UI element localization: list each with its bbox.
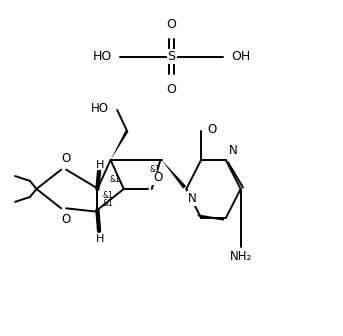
Text: OH: OH — [231, 50, 250, 63]
Text: O: O — [61, 213, 71, 226]
Text: O: O — [153, 171, 163, 184]
Text: H: H — [96, 160, 104, 170]
Text: &1: &1 — [102, 199, 113, 208]
Text: HO: HO — [93, 50, 112, 63]
Text: N: N — [188, 192, 197, 205]
Text: O: O — [167, 18, 176, 31]
Text: HO: HO — [91, 102, 109, 115]
Polygon shape — [162, 160, 186, 188]
Text: O: O — [167, 83, 176, 95]
Polygon shape — [110, 130, 129, 160]
Text: O: O — [61, 152, 71, 165]
Text: &1: &1 — [149, 165, 160, 174]
Text: &1: &1 — [110, 175, 120, 184]
Text: H: H — [96, 234, 104, 244]
Text: NH₂: NH₂ — [229, 250, 252, 263]
Text: S: S — [167, 50, 176, 63]
Text: &1: &1 — [102, 191, 113, 200]
Text: O: O — [208, 123, 217, 136]
Text: N: N — [229, 144, 238, 157]
